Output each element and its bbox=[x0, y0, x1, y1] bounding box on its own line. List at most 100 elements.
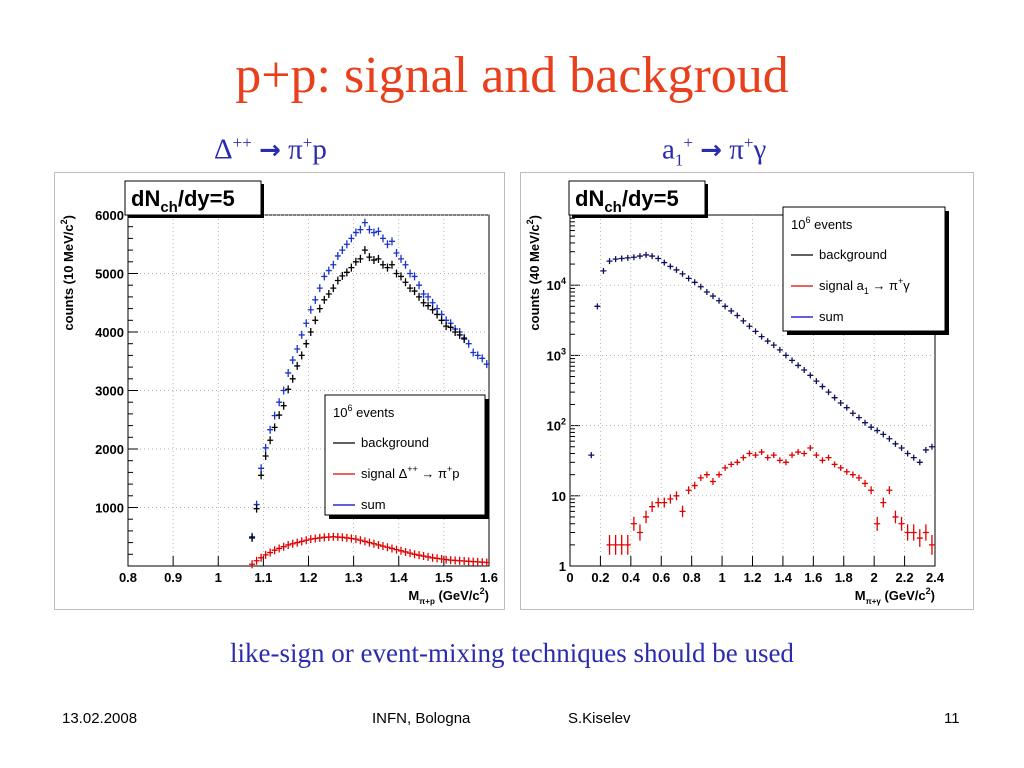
data-point-sum bbox=[379, 234, 386, 243]
data-point-sum bbox=[267, 425, 274, 434]
data-point-background bbox=[456, 330, 463, 339]
x-tick-label: 0.9 bbox=[164, 570, 182, 585]
data-point-sum bbox=[886, 435, 893, 442]
data-point-sum bbox=[661, 259, 668, 266]
y-axis-title-close: ) bbox=[527, 215, 542, 219]
data-point-sum bbox=[388, 237, 395, 246]
data-point-sum bbox=[321, 272, 328, 281]
data-point-sum bbox=[303, 319, 310, 328]
data-point-signal bbox=[624, 534, 631, 555]
data-point-signal bbox=[801, 450, 808, 457]
data-point-signal bbox=[612, 534, 619, 555]
data-point-sum bbox=[728, 307, 735, 314]
data-point-background bbox=[420, 298, 427, 307]
y-axis-title-close: ) bbox=[61, 215, 76, 219]
delta-symbol: Δ bbox=[214, 133, 233, 166]
pion-symbol: π bbox=[729, 133, 744, 166]
x-tick-label: 0.8 bbox=[683, 570, 701, 585]
left-chart-panel: 0.8 0.9 1 1.1 1.2 1.3 1.4 1.5 1.6 1000 2000 3000 400… bbox=[54, 172, 505, 610]
y-tick-label: 3000 bbox=[95, 384, 124, 399]
data-point-sum bbox=[600, 267, 607, 274]
title-main: dN bbox=[575, 186, 604, 211]
legend-label-tail: → π bbox=[418, 466, 447, 481]
data-point-signal bbox=[393, 545, 400, 554]
y-tick-label: 103 bbox=[547, 346, 566, 363]
data-point-sum bbox=[770, 342, 777, 349]
title-subscript: ch bbox=[604, 199, 622, 216]
data-point-background bbox=[307, 328, 314, 336]
legend-header: 106 events bbox=[791, 215, 853, 232]
data-point-sum bbox=[764, 338, 771, 345]
y-tick-exponent: 4 bbox=[561, 276, 566, 286]
data-point-background bbox=[276, 411, 283, 420]
legend-label-tail: → π bbox=[869, 278, 898, 293]
data-point-background bbox=[280, 401, 287, 410]
data-point-sum bbox=[898, 444, 905, 451]
data-point-signal bbox=[636, 524, 643, 541]
legend-label-superscript: ++ bbox=[407, 464, 418, 474]
title-main: dN bbox=[131, 186, 160, 211]
data-point-signal bbox=[868, 486, 875, 495]
data-point-signal bbox=[271, 546, 278, 555]
data-point-background bbox=[334, 276, 341, 285]
data-point-background bbox=[429, 305, 436, 314]
data-point-signal bbox=[697, 474, 704, 482]
legend-box bbox=[782, 206, 946, 332]
y-axis-title-exponent: 2 bbox=[525, 219, 535, 224]
right-chart: 0 0.2 0.4 0.6 0.8 1 1.2 1.4 1.6 1.8 2 2.2 2.41101021… bbox=[525, 180, 949, 606]
x-tick-label: 1.6 bbox=[480, 570, 498, 585]
data-point-background bbox=[384, 263, 391, 272]
data-point-signal bbox=[855, 474, 862, 482]
data-point-sum bbox=[618, 255, 625, 262]
data-point-sum bbox=[312, 295, 319, 304]
data-point-background bbox=[262, 452, 269, 461]
data-point-signal bbox=[357, 536, 364, 545]
left-chart: 0.8 0.9 1 1.1 1.2 1.3 1.4 1.5 1.6 1000 2000 3000 400… bbox=[59, 180, 498, 606]
y-axis-title: counts (10 MeV/c2) bbox=[59, 215, 76, 331]
data-point-signal bbox=[910, 524, 917, 541]
legend-label-superscript: + bbox=[898, 276, 903, 286]
data-point-background bbox=[393, 269, 400, 278]
data-point-signal bbox=[649, 501, 656, 512]
data-point-signal bbox=[862, 479, 869, 488]
data-point-background bbox=[271, 423, 278, 432]
right-subtitle: a1+ → π+γ bbox=[662, 134, 766, 168]
data-point-sum bbox=[588, 452, 595, 459]
data-point-sum bbox=[776, 346, 783, 353]
legend-box bbox=[324, 394, 486, 516]
data-point-signal bbox=[709, 477, 716, 485]
arrow-icon: → bbox=[700, 135, 723, 166]
data-point-sum bbox=[361, 218, 368, 227]
data-point-signal bbox=[904, 524, 911, 541]
data-point-signal bbox=[685, 486, 692, 495]
data-point-background bbox=[330, 284, 337, 293]
data-point-signal bbox=[837, 464, 844, 471]
data-point-sum bbox=[375, 227, 382, 236]
data-point-sum bbox=[357, 225, 364, 234]
x-axis-title-unit: (GeV/c bbox=[881, 588, 926, 603]
data-point-signal bbox=[384, 543, 391, 552]
legend-entry-label: signal Δ++ → π+p bbox=[361, 464, 459, 481]
series-sum bbox=[588, 251, 935, 466]
data-point-signal bbox=[407, 549, 414, 558]
data-point-signal bbox=[819, 457, 826, 464]
x-axis-title-exponent: 2 bbox=[926, 586, 931, 596]
legend: 106 events background signal Δ++ → π+p sum bbox=[324, 394, 489, 519]
data-point-sum bbox=[734, 312, 741, 319]
data-point-sum bbox=[285, 368, 292, 377]
chart-title-box: dNch/dy=5 bbox=[124, 180, 264, 218]
arrow-icon: → bbox=[259, 135, 281, 166]
data-point-sum bbox=[606, 258, 613, 265]
data-point-background bbox=[348, 263, 355, 272]
data-point-sum bbox=[795, 362, 802, 369]
a1-index: 1 bbox=[674, 150, 684, 170]
data-point-signal bbox=[416, 551, 423, 560]
data-point-signal bbox=[691, 481, 698, 490]
data-point-background bbox=[361, 246, 368, 255]
x-tick-label: 0.4 bbox=[622, 570, 641, 585]
legend-header-base: 10 bbox=[333, 405, 347, 420]
data-point-sum bbox=[384, 240, 391, 249]
data-point-sum bbox=[393, 249, 400, 258]
data-point-sum bbox=[280, 386, 287, 395]
data-point-background bbox=[447, 323, 454, 332]
